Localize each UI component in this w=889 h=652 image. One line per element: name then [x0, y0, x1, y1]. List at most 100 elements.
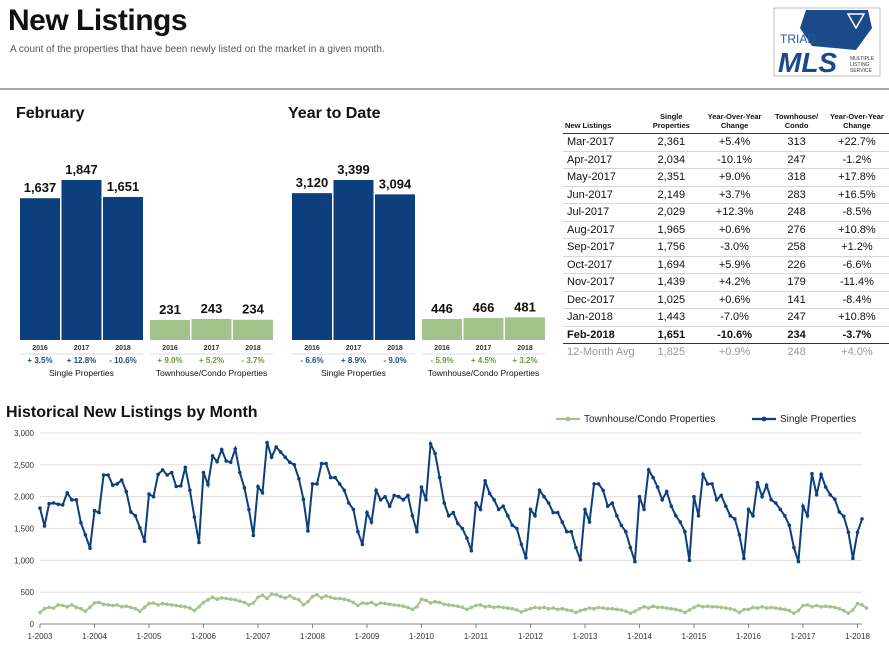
x-tick-label: 1-2003: [28, 632, 53, 641]
cell-condo: 276: [768, 221, 825, 239]
condo-point: [151, 601, 156, 605]
ytd-single-label: Single Properties: [321, 368, 386, 378]
x-tick-label: 1-2016: [736, 632, 761, 641]
condo-point: [451, 603, 456, 608]
condo-point: [605, 606, 610, 611]
condo-point: [97, 600, 101, 605]
condo-point: [746, 607, 751, 612]
single-point: [610, 501, 614, 505]
ytd-condo-label: Townhouse/Condo Properties: [428, 368, 540, 378]
condo-point: [524, 608, 528, 612]
condo-point: [764, 606, 769, 610]
single-point: [265, 440, 269, 445]
condo-point: [106, 603, 110, 607]
condo-point: [565, 608, 569, 612]
th-condo-yoy: Year-Over-Year Change: [824, 112, 889, 134]
condo-point: [601, 606, 605, 610]
condo-point: [701, 605, 705, 609]
single-point: [142, 539, 147, 543]
condo-point: [569, 608, 574, 613]
condo-point: [206, 598, 210, 602]
condo-point: [365, 601, 369, 606]
single-point: [510, 523, 515, 528]
cell-single-yoy: -3.0%: [700, 238, 769, 257]
x-tick-label: 1-2017: [791, 632, 816, 641]
february-single-bar-2017: [61, 180, 102, 340]
condo-point: [560, 606, 565, 611]
condo-point: [56, 603, 60, 607]
single-point: [528, 507, 533, 512]
single-point: [637, 494, 642, 499]
condo-point: [487, 604, 492, 608]
february-condo-change-2016: + 9.0%: [157, 356, 182, 365]
single-point: [778, 507, 783, 512]
condo-point: [401, 604, 406, 608]
february-condo-change-2017: + 5.2%: [199, 356, 224, 365]
cell-condo-yoy: +10.8%: [824, 221, 889, 239]
single-point: [260, 491, 265, 495]
single-point: [328, 475, 333, 480]
single-point: [38, 506, 42, 510]
single-point: [651, 475, 655, 480]
triad-mls-logo: TRIAD MLS MULTIPLE LISTING SERVICE: [773, 7, 881, 78]
ytd-heading: Year to Date: [288, 105, 381, 122]
cell-single-yoy: +3.7%: [700, 186, 769, 204]
ytd-bar-chart: 3,120 2016 - 6.6% 3,399 2017 + 8.9% 3,094 2018 -…: [292, 162, 545, 378]
ytd-single-year-2017: 2017: [346, 345, 362, 352]
ytd-condo-year-2016: 2016: [434, 345, 450, 352]
single-point: [842, 514, 846, 519]
condo-point: [301, 603, 306, 607]
condo-point: [456, 604, 460, 608]
x-tick-label: 1-2007: [246, 632, 271, 641]
x-tick-label: 1-2014: [627, 632, 652, 641]
single-point: [278, 450, 283, 454]
condo-point: [619, 608, 624, 612]
february-single-value-2017: 1,847: [65, 162, 98, 177]
cell-month: 12-Month Avg: [567, 346, 635, 359]
single-point: [129, 510, 133, 514]
cell-condo-yoy: -6.6%: [824, 256, 889, 274]
condo-point: [510, 606, 515, 611]
ytd-single-year-2018: 2018: [387, 345, 403, 352]
ytd-condo-value-2018: 481: [514, 299, 536, 314]
single-point: [369, 520, 374, 524]
cell-condo-yoy: +4.0%: [841, 346, 873, 359]
cell-condo: 141: [768, 291, 825, 309]
single-point: [728, 514, 733, 518]
condo-point: [265, 596, 269, 601]
single-point: [823, 485, 828, 489]
condo-point: [633, 609, 637, 614]
condo-point: [347, 598, 351, 603]
condo-point: [324, 594, 328, 598]
condo-point: [110, 603, 115, 608]
single-point: [70, 498, 74, 502]
single-point: [115, 482, 119, 486]
single-point: [478, 507, 483, 512]
table-row: Dec-2017 1,025 +0.6% 141 -8.4%: [563, 291, 889, 309]
single-point: [106, 473, 110, 477]
single-point: [810, 471, 814, 476]
condo-point: [478, 603, 483, 607]
cell-condo-yoy: -8.4%: [824, 291, 889, 309]
single-point: [419, 485, 424, 489]
single-point: [110, 483, 115, 487]
single-point: [628, 545, 633, 550]
cell-month: Dec-2017: [563, 291, 642, 309]
single-point: [837, 510, 842, 514]
cell-month: Jun-2017: [563, 186, 642, 204]
condo-point: [669, 606, 674, 611]
single-point: [537, 488, 542, 493]
single-point: [251, 533, 256, 538]
february-single-change-2016: + 3.5%: [27, 356, 52, 365]
single-point: [655, 485, 660, 489]
single-point: [401, 498, 406, 502]
single-point: [574, 545, 578, 550]
cell-condo-yoy: +10.8%: [824, 308, 889, 327]
single-point: [424, 498, 428, 502]
february-single-value-2018: 1,651: [107, 179, 140, 194]
condo-point: [778, 606, 783, 611]
single-point: [605, 504, 610, 508]
cell-condo: 318: [768, 168, 825, 187]
condo-point: [710, 605, 714, 609]
cell-single: 1,694: [641, 256, 701, 274]
